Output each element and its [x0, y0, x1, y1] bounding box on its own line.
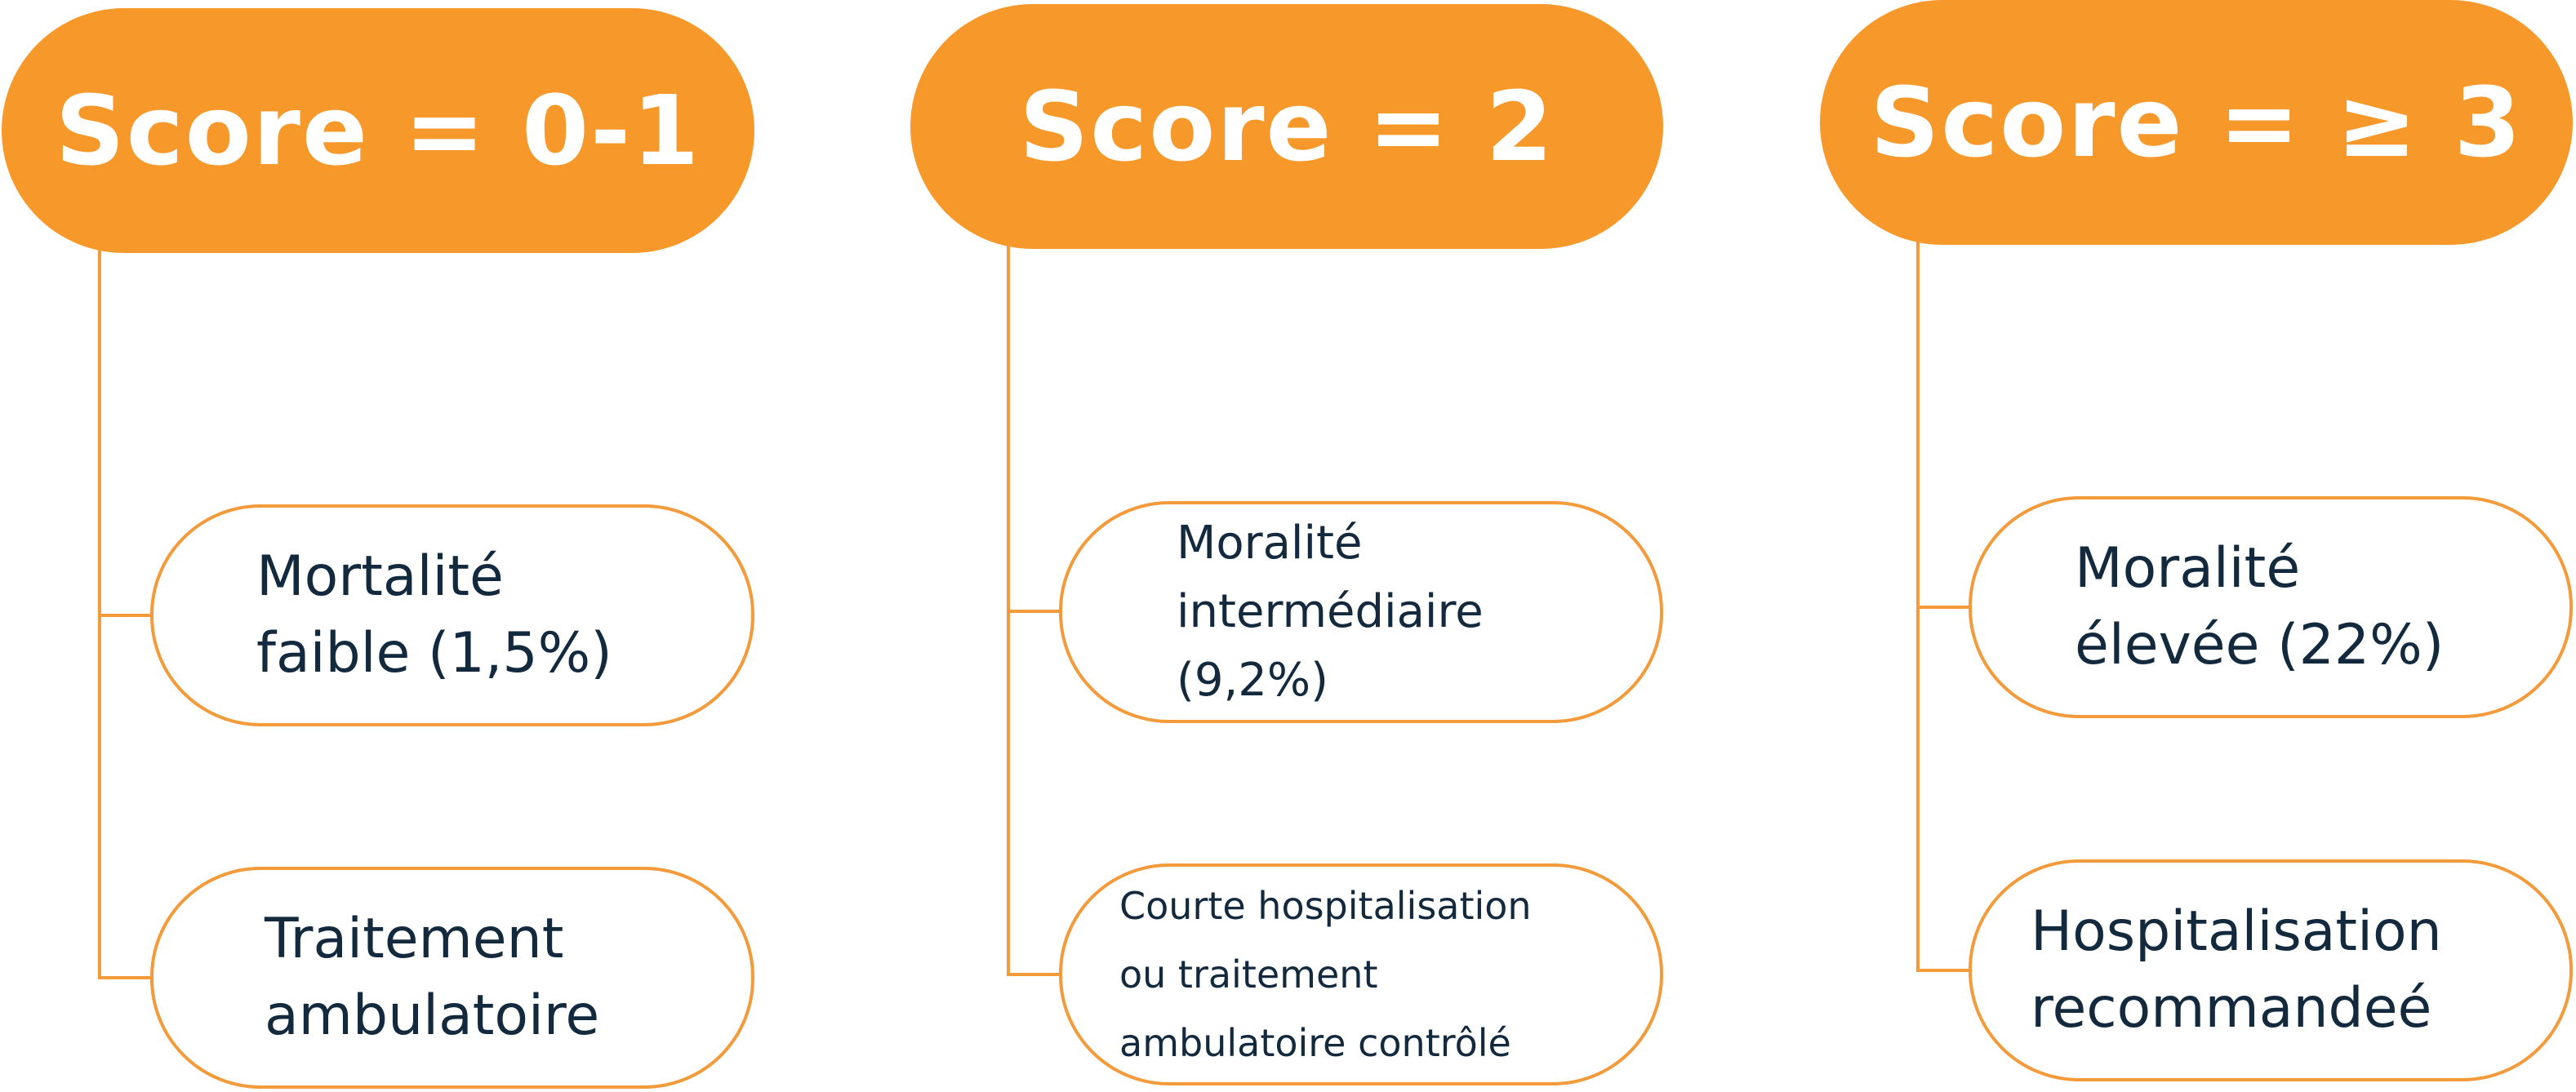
treatment-text: Courte hospitalisation ou traitement amb… [1119, 884, 1532, 1065]
treatment-text: Hospitalisation recommandeé [2031, 899, 2442, 1041]
connector-to-mortality [98, 614, 152, 617]
connector-to-treatment [1007, 973, 1061, 976]
connector-to-treatment [1916, 969, 1970, 972]
score-header-3-plus: Score = ≥ 3 [1820, 0, 2573, 245]
treatment-box: Courte hospitalisation ou traitement amb… [1059, 863, 1663, 1085]
treatment-text: Traitement ambulatoire [265, 907, 600, 1048]
mortality-box: Mortalité faible (1,5%) [150, 504, 754, 726]
score-column-2: Score = 2 Moralité intermédiaire (9,2%) … [910, 0, 1670, 1092]
connector-to-mortality [1916, 606, 1970, 609]
mortality-text: Moralité élevée (22%) [2075, 536, 2445, 677]
mortality-box: Moralité intermédiaire (9,2%) [1059, 501, 1663, 723]
mortality-text: Moralité intermédiaire (9,2%) [1177, 517, 1484, 707]
treatment-box: Traitement ambulatoire [150, 867, 754, 1089]
score-column-0-1: Score = 0-1 Mortalité faible (1,5%) Trai… [2, 0, 761, 1092]
connector-to-mortality [1007, 610, 1061, 613]
treatment-box: Hospitalisation recommandeé [1969, 859, 2573, 1081]
score-header-label: Score = 2 [1019, 70, 1555, 183]
score-header-label: Score = 0-1 [55, 74, 701, 187]
score-header-2: Score = 2 [910, 4, 1663, 249]
score-header-label: Score = ≥ 3 [1870, 66, 2523, 179]
connector-to-treatment [98, 976, 152, 979]
mortality-box: Moralité élevée (22%) [1969, 496, 2573, 718]
score-column-3-plus: Score = ≥ 3 Moralité élevée (22%) Hospit… [1820, 0, 2576, 1092]
score-header-0-1: Score = 0-1 [2, 8, 754, 253]
mortality-text: Mortalité faible (1,5%) [256, 544, 612, 686]
